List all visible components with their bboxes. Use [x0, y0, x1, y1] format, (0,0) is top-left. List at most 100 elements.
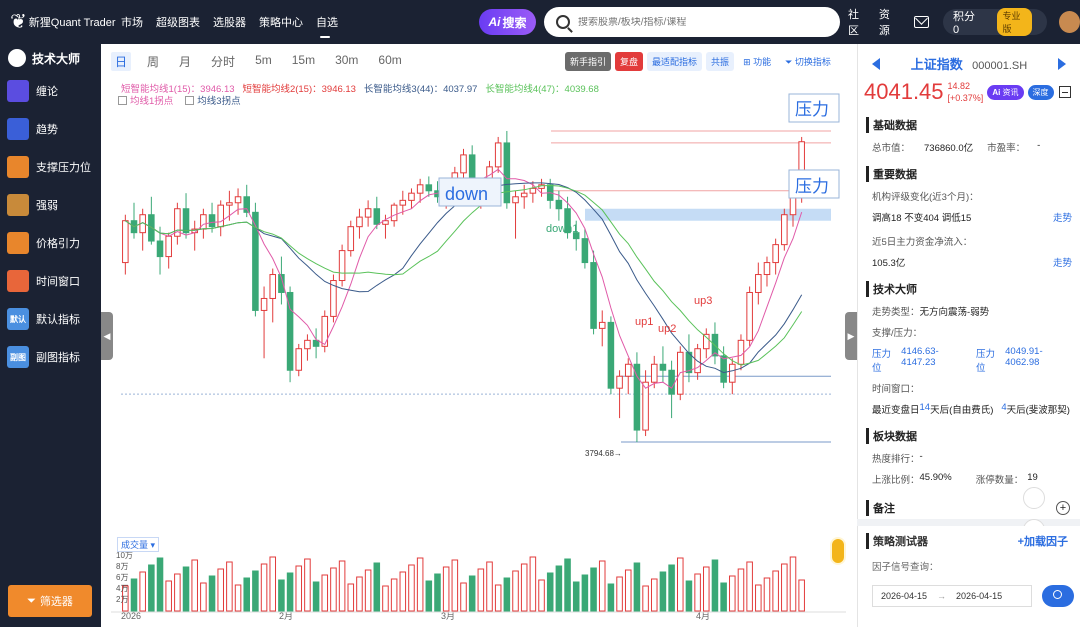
volume-bar — [494, 584, 502, 612]
candlestick-chart[interactable]: 压力压力downdown1up1up2up33794.68→10万8万6万4万2… — [101, 44, 857, 627]
volume-bar — [685, 580, 693, 612]
candle-body — [390, 204, 398, 222]
pivot1-checkbox[interactable] — [118, 95, 127, 105]
volume-bar — [139, 571, 146, 612]
logo[interactable]: ❦ 新狸Quant Trader — [10, 9, 116, 35]
sidebar-item-gravity[interactable]: 价格引力 — [0, 224, 101, 262]
filter-button[interactable]: ⏷ 筛选器 — [8, 585, 92, 617]
top-right-menu: 社区 资源 积分 0 专业版 — [848, 0, 1080, 44]
volume-bar — [755, 584, 762, 612]
resonance-button[interactable]: 共振 — [706, 52, 735, 71]
sidebar-item-sub-indicator[interactable]: 副图 副图指标 — [0, 338, 101, 376]
period-week[interactable]: 周 — [147, 55, 160, 69]
period-day[interactable]: 日 — [111, 52, 132, 71]
period-intraday[interactable]: 分时 — [211, 55, 236, 69]
ai-news-badge[interactable]: Ai 资讯 — [987, 84, 1024, 100]
support-icon — [7, 156, 29, 178]
nav-watchlist[interactable]: 自选 — [316, 14, 338, 38]
nav-strategy-center[interactable]: 策略中心 — [259, 17, 303, 29]
index-code: 000001.SH — [972, 60, 1028, 72]
candle-body — [598, 321, 606, 329]
flow-trend-link[interactable]: 走势 — [1052, 258, 1072, 269]
trend-icon — [7, 118, 29, 140]
volume-bar — [356, 576, 363, 612]
best-indicator-button[interactable]: 最适配指标 — [647, 52, 703, 71]
volume-bar — [260, 563, 268, 612]
collapse-right-handle[interactable]: ▶ — [845, 312, 857, 360]
nav-super-chart[interactable]: 超级图表 — [156, 17, 200, 29]
volume-bar — [174, 573, 181, 612]
pro-badge: 专业版 — [997, 8, 1033, 36]
candle-body — [399, 199, 407, 206]
sidebar-item-default-indicator[interactable]: 默认 默认指标 — [0, 300, 101, 338]
last-price: 4041.45 — [864, 79, 944, 104]
volume-bar — [122, 585, 129, 612]
collapse-left-handle[interactable]: ◀ — [101, 312, 113, 360]
sidebar-item-chanlun[interactable]: 缠论 — [0, 72, 101, 110]
customer-service-icon[interactable] — [1023, 487, 1045, 509]
candle-body — [321, 315, 329, 347]
period-30m[interactable]: 30m — [335, 53, 359, 67]
query-search-button[interactable] — [1042, 585, 1074, 607]
candle-body — [165, 235, 172, 258]
volume-bar — [278, 579, 285, 612]
period-60m[interactable]: 60m — [378, 53, 402, 67]
deep-badge[interactable]: 深度 — [1027, 84, 1054, 100]
price-row: 4041.45 14.82 [+0.37%] Ai 资讯 深度 — [858, 73, 1080, 105]
date-range-picker[interactable]: 2026-04-15 → 2026-04-15 — [872, 585, 1032, 607]
candle-body — [122, 220, 129, 264]
volume-bar — [373, 562, 381, 612]
load-factor-button[interactable]: +加载因子 — [1017, 536, 1068, 548]
sidebar-item-label: 默认指标 — [36, 314, 80, 326]
candle-body — [703, 333, 710, 350]
novice-guide-button[interactable]: 新手指引 — [565, 52, 612, 71]
add-note-icon[interactable]: + — [1056, 501, 1070, 515]
sidebar-item-time-window[interactable]: 时间窗口 — [0, 262, 101, 300]
candle-body — [659, 363, 667, 371]
notes-header: 备注 + — [866, 500, 1072, 516]
review-button[interactable]: 复盘 — [615, 52, 644, 71]
rise-value: 45.90% — [919, 472, 952, 483]
mail-icon[interactable] — [913, 16, 929, 28]
avatar[interactable] — [1059, 11, 1080, 33]
nav-resources[interactable]: 资源 — [878, 9, 890, 37]
candle-body — [269, 274, 277, 299]
sidebar-item-support[interactable]: 支撑压力位 — [0, 148, 101, 186]
points-badge[interactable]: 积分 0 专业版 — [942, 8, 1048, 36]
change-value: 14.82 — [947, 81, 971, 91]
functions-button[interactable]: ⊞ 功能 — [738, 52, 776, 71]
ma-legend: 短智能均线1(15)：3946.13 短智能均线2(15)：3946.13 长智… — [121, 81, 599, 95]
volume-axis-label: 8万 — [116, 562, 128, 571]
coin-icon[interactable] — [830, 537, 846, 565]
sidebar-item-trend[interactable]: 趋势 — [0, 110, 101, 148]
search-bar[interactable] — [544, 7, 840, 37]
candle-body — [460, 154, 467, 174]
search-input[interactable] — [578, 16, 818, 28]
rating-trend-link[interactable]: 走势 — [1052, 213, 1072, 224]
volume-bar — [746, 561, 753, 612]
next-arrow-icon[interactable] — [1058, 57, 1066, 70]
pressure-zone — [585, 208, 831, 221]
period-5m[interactable]: 5m — [255, 53, 272, 67]
ai-search-button[interactable]: Ai 搜索 — [479, 9, 536, 35]
pivot3-checkbox[interactable] — [185, 95, 195, 105]
nav-community[interactable]: 社区 — [848, 9, 859, 37]
prev-arrow-icon[interactable] — [872, 57, 880, 70]
hot-rank-value: - — [919, 451, 923, 462]
tech-master-section: 技术大师 走势类型： 无方向震荡-弱势 支撑/压力： 压力位 4146.63-4… — [858, 281, 1080, 416]
left-sidebar: 技术大师 缠论 趋势 支撑压力位 强弱 价格引力 时间窗口 默认 默认指标 副图 副图指标 ⏷ 筛… — [0, 44, 101, 627]
nav-market[interactable]: 市场 — [121, 17, 143, 29]
volume-bar — [364, 569, 372, 612]
nav-stock-picker[interactable]: 选股器 — [213, 17, 246, 29]
sidebar-item-strength[interactable]: 强弱 — [0, 186, 101, 224]
period-month[interactable]: 月 — [179, 55, 192, 69]
period-15m[interactable]: 15m — [291, 53, 316, 67]
volume-bar — [425, 580, 433, 612]
ai-icon: Ai — [992, 87, 1001, 97]
minimize-icon[interactable] — [1058, 86, 1071, 98]
candle-body — [408, 192, 415, 201]
switch-indicator-button[interactable]: ⏷ 切换指标 — [780, 52, 836, 71]
volume-selector[interactable]: 成交量 ▾ — [117, 537, 160, 552]
index-title: 上证指数 000001.SH — [911, 54, 1027, 73]
volume-bar — [729, 575, 736, 612]
